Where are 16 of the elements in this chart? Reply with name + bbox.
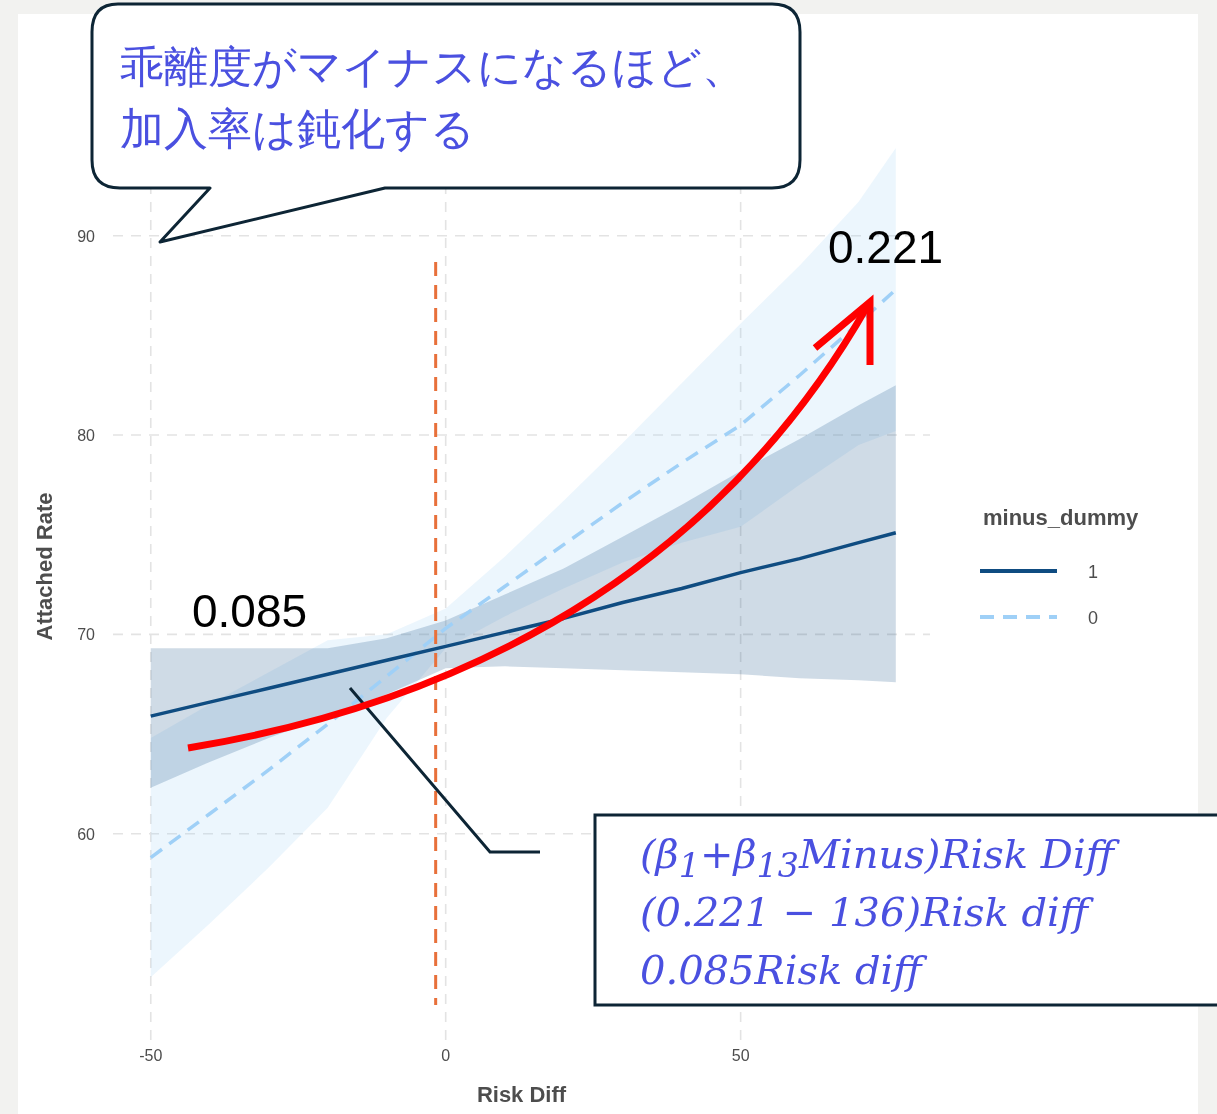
y-tick-label: 60 bbox=[77, 825, 96, 843]
y-tick-label: 70 bbox=[77, 626, 96, 644]
x-tick-label: 50 bbox=[731, 1047, 750, 1064]
x-axis-title: Risk Diff bbox=[476, 1082, 567, 1107]
y-tick-label: 90 bbox=[77, 227, 96, 245]
line-series bbox=[149, 530, 898, 718]
x-tick-label: 0 bbox=[441, 1047, 451, 1064]
y-axis-title: Attached Rate bbox=[32, 492, 57, 641]
x-tick-label: -50 bbox=[139, 1047, 163, 1064]
annotation: 乖離度がマイナスになるほど、加入率は鈍化する bbox=[120, 41, 747, 155]
legend-label: 0 bbox=[1087, 608, 1099, 628]
legend-label: 1 bbox=[1087, 562, 1099, 582]
y-tick-label: 80 bbox=[77, 427, 96, 445]
legend-title: minus_dummy bbox=[983, 505, 1140, 530]
annotation: 0.221 bbox=[828, 221, 944, 273]
annotation: 0.085 bbox=[192, 585, 308, 637]
